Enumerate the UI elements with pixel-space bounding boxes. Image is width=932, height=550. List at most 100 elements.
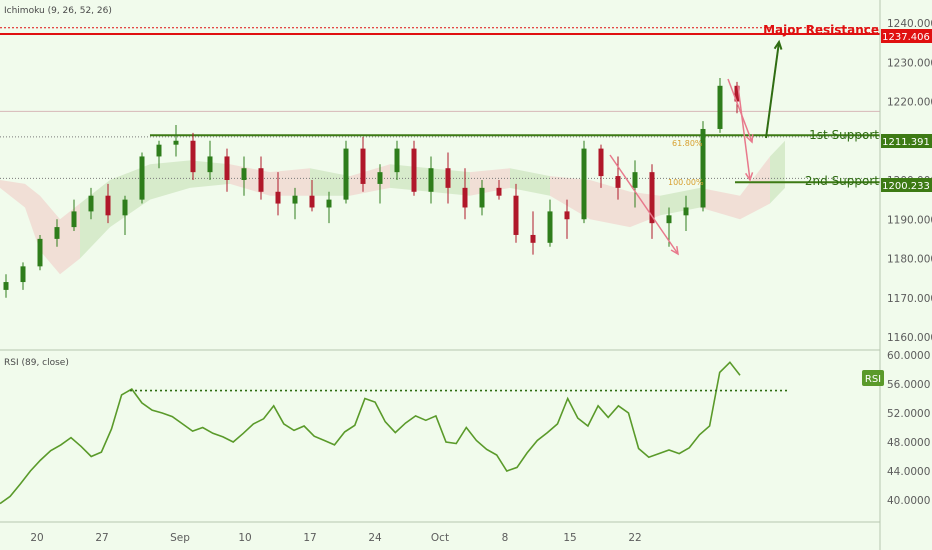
second-support-price-value: 1200.233 xyxy=(882,181,930,192)
candle[interactable] xyxy=(54,227,60,239)
ichimoku-cloud-segment xyxy=(390,164,430,192)
arrow-up-target xyxy=(765,41,780,139)
price-tick-label: 1170.000 xyxy=(887,293,932,305)
major-resistance-label: Major Resistance xyxy=(763,23,879,37)
first-support-label: 1st Support xyxy=(809,128,879,142)
rsi-badge xyxy=(862,370,884,386)
candle[interactable] xyxy=(241,168,247,180)
arrow-pullback xyxy=(727,78,753,143)
candle[interactable] xyxy=(479,187,485,208)
second-support-label: 2nd Support xyxy=(805,174,879,188)
price-pane[interactable]: 1240.0001230.0001220.0001210.0001200.000… xyxy=(0,18,932,544)
candle[interactable] xyxy=(71,211,77,228)
candle[interactable] xyxy=(496,187,502,196)
candle[interactable] xyxy=(275,191,281,204)
candle[interactable] xyxy=(37,238,43,267)
arrow-pullback-deep-head xyxy=(745,172,754,182)
first-support-price-tag xyxy=(881,134,932,148)
candle[interactable] xyxy=(632,172,638,188)
candle[interactable] xyxy=(207,156,213,173)
candle[interactable] xyxy=(105,195,111,216)
ichimoku-cloud-segment xyxy=(550,176,590,220)
price-tick-label: 1220.000 xyxy=(887,97,932,109)
candle[interactable] xyxy=(122,199,128,216)
rsi-tick-label: 56.0000 xyxy=(887,379,930,391)
ichimoku-cloud-segment xyxy=(700,187,740,220)
candle[interactable] xyxy=(394,148,400,173)
candle[interactable] xyxy=(700,128,706,208)
candle[interactable] xyxy=(598,148,604,177)
rsi-pane[interactable]: 60.0000 56.0000 52.0000 48.0000 44.0000 40.00… xyxy=(0,350,930,507)
resistance-price-value: 1237.406 xyxy=(882,32,930,43)
second-support-price-tag xyxy=(881,178,932,192)
ichimoku-cloud-segment xyxy=(510,168,550,196)
candle[interactable] xyxy=(462,187,468,208)
arrow-down-first-leg xyxy=(609,154,679,255)
candle[interactable] xyxy=(326,199,332,208)
candle[interactable] xyxy=(666,215,672,224)
candle[interactable] xyxy=(139,156,145,200)
candle[interactable] xyxy=(564,211,570,220)
time-tick-label: 17 xyxy=(303,532,316,544)
price-tick-label: 1190.000 xyxy=(887,214,932,226)
time-tick-label: 22 xyxy=(628,532,641,544)
candle[interactable] xyxy=(581,148,587,220)
arrow-up-target-head xyxy=(773,39,783,50)
ichimoku-cloud-segment xyxy=(590,180,630,228)
time-tick-label: 27 xyxy=(95,532,108,544)
ichimoku-cloud-segment xyxy=(150,160,190,200)
candle[interactable] xyxy=(411,148,417,192)
ichimoku-cloud-segment xyxy=(0,180,25,208)
ichimoku-cloud-segment xyxy=(25,183,40,251)
candle[interactable] xyxy=(547,211,553,243)
candle[interactable] xyxy=(3,282,9,290)
fib-100-label: 100.00% xyxy=(668,178,704,187)
time-tick-label: 24 xyxy=(368,532,382,544)
resistance-price-tag xyxy=(881,29,932,43)
candle[interactable] xyxy=(734,85,740,102)
rsi-tick-label: 48.0000 xyxy=(887,437,930,449)
fib-618-label: 61.80% xyxy=(672,139,703,148)
rsi-label[interactable]: RSI (89, close) xyxy=(4,358,69,368)
time-tick-label: 20 xyxy=(30,532,43,544)
ichimoku-cloud-segment xyxy=(80,180,110,259)
candle[interactable] xyxy=(292,195,298,204)
time-tick-label: 15 xyxy=(563,532,576,544)
rsi-tick-label: 44.0000 xyxy=(887,466,930,478)
candle[interactable] xyxy=(377,172,383,184)
ichimoku-cloud-segment xyxy=(40,195,60,275)
candle[interactable] xyxy=(258,168,264,192)
candle[interactable] xyxy=(530,234,536,243)
candle[interactable] xyxy=(513,195,519,235)
ichimoku-cloud-segment xyxy=(660,187,700,216)
candle[interactable] xyxy=(428,168,434,192)
arrow-down-first-leg-head xyxy=(670,245,679,256)
first-support-price-value: 1211.391 xyxy=(882,137,930,148)
candle[interactable] xyxy=(20,266,26,283)
candle[interactable] xyxy=(156,144,162,157)
candle[interactable] xyxy=(445,168,451,188)
candle[interactable] xyxy=(649,172,655,224)
candle[interactable] xyxy=(88,195,94,212)
rsi-tick-label: 40.0000 xyxy=(887,495,930,507)
rsi-tick-label: 52.0000 xyxy=(887,408,930,420)
ichimoku-cloud-segment xyxy=(270,168,310,196)
candle[interactable] xyxy=(683,207,689,216)
ichimoku-label[interactable]: Ichimoku (9, 26, 52, 26) xyxy=(4,6,112,16)
candle[interactable] xyxy=(615,176,621,188)
candle[interactable] xyxy=(360,148,366,184)
time-tick-label: 8 xyxy=(502,532,509,544)
price-tick-label: 1160.000 xyxy=(887,332,932,344)
rsi-tick-label: 60.0000 xyxy=(887,350,930,362)
candle[interactable] xyxy=(173,140,179,145)
candle[interactable] xyxy=(309,195,315,208)
candle[interactable] xyxy=(190,140,196,173)
candle[interactable] xyxy=(717,85,723,129)
candle[interactable] xyxy=(224,156,230,180)
rsi-line[interactable] xyxy=(0,361,741,505)
price-tick-label: 1240.000 xyxy=(887,18,932,30)
candle[interactable] xyxy=(343,148,349,200)
ichimoku-cloud-segment xyxy=(310,168,350,196)
